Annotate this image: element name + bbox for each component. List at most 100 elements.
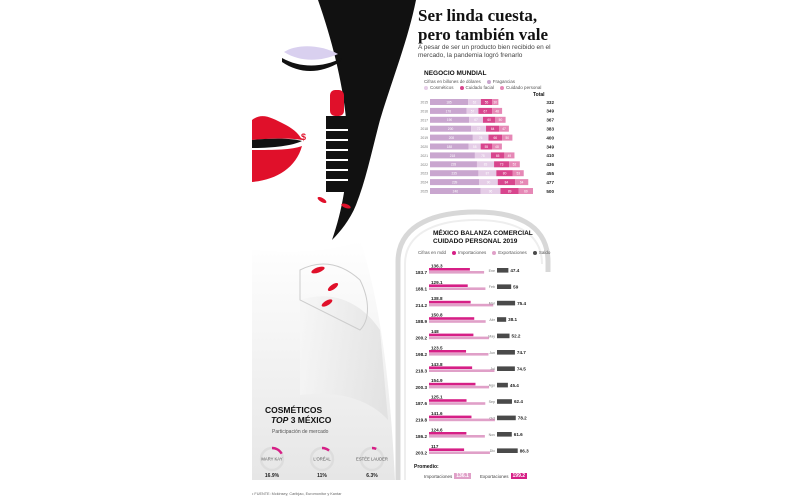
nail-2: [327, 283, 339, 291]
negocio-year-label: 2016: [420, 109, 428, 113]
negocio-bar-segment: [486, 125, 500, 132]
negocio-segment-label: 228: [451, 163, 457, 167]
negocio-segment-label: 67: [474, 118, 478, 122]
donut-share-arc: [359, 446, 385, 472]
saldo-value-label: 47.4: [510, 268, 519, 273]
month-label: Sep: [489, 400, 495, 404]
negocio-total-label: 455: [546, 171, 554, 176]
negocio-year-label: 2022: [420, 163, 428, 167]
negocio-bar-segment: [500, 188, 519, 194]
importaciones-bar: [429, 415, 472, 419]
negocio-bar-segment: [509, 161, 520, 168]
negocio-legend-row-2: Cosméticos Cuidado facial Cuidado person…: [424, 85, 541, 90]
exportaciones-value-label: 203.2: [416, 450, 428, 455]
negocio-total-label: 332: [546, 100, 554, 105]
negocio-bar-segment: [480, 99, 493, 105]
page-title: Ser linda cuesta, pero también vale: [418, 6, 548, 44]
saldo-value-label: 61.6: [514, 432, 523, 437]
importaciones-bar: [429, 317, 475, 320]
nail-4: [317, 196, 327, 204]
negocio-segment-label: 218: [450, 154, 456, 158]
cosmeticos-donuts: MARY KAY 16.9% L'ORÉAL 11% ESTÉE LAUDER 6.3%: [259, 446, 388, 479]
month-label: Oct: [489, 416, 495, 420]
negocio-mundial-chart: 2015 185 62 55 30 332 2016 178 57 67 48 349 2017 190 6…: [420, 99, 554, 194]
lower-lip: [252, 146, 302, 182]
negocio-segment-label: 200: [448, 127, 454, 131]
negocio-total-label: 400: [546, 135, 554, 140]
negocio-bar-segment: [466, 107, 479, 114]
nail-3: [321, 299, 333, 307]
importaciones-bar: [429, 350, 467, 353]
negocio-year-label: 2024: [420, 181, 428, 185]
exportaciones-value-label: 218.3: [416, 368, 428, 373]
negocio-segment-label: 57: [471, 109, 475, 113]
negocio-bar-segment: [472, 134, 489, 141]
negocio-bar-segment: [468, 143, 481, 150]
negocio-bar-segment: [430, 188, 481, 194]
negocio-segment-label: 178: [446, 109, 452, 113]
negocio-year-label: 2021: [420, 154, 428, 158]
exportaciones-value-label: 187.6: [416, 401, 428, 406]
exportaciones-bar: [429, 287, 486, 290]
exportaciones-value-label: 200.2: [416, 336, 428, 341]
saldo-bar: [497, 399, 512, 404]
eyelash-shape: [282, 58, 342, 71]
negocio-segment-label: 52: [513, 163, 517, 167]
negocio-segment-label: 185: [446, 100, 452, 104]
cosmeticos-title: COSMÉTICOS TOP 3 MÉXICO: [265, 405, 332, 425]
promedio-exportaciones-value: 199.2: [510, 473, 528, 479]
negocio-total-label: 477: [546, 180, 554, 185]
importaciones-value-label: 138.8: [431, 296, 443, 301]
saldo-bar: [497, 382, 508, 388]
negocio-segment-label: 78: [481, 154, 485, 158]
negocio-bar-segment: [478, 170, 497, 177]
negocio-bar-segment: [499, 125, 509, 132]
negocio-segment-label: 72: [477, 127, 481, 131]
brand-label: MARY KAY: [261, 457, 282, 462]
negocio-segment-label: 50: [505, 136, 509, 140]
legend-item-cuidado-facial: Cuidado facial: [459, 85, 494, 90]
lipstick-tip: [330, 90, 344, 116]
negocio-bar-segment: [430, 125, 472, 132]
negocio-segment-label: 188: [447, 145, 453, 149]
negocio-segment-label: 84: [505, 181, 509, 185]
negocio-year-label: 2025: [420, 190, 428, 194]
hand-outline: [299, 263, 368, 331]
negocio-bar-segment: [482, 116, 496, 123]
exportaciones-bar: [429, 418, 495, 422]
saldo-value-label: 74.5: [517, 366, 526, 371]
brand-label: ESTÉE LAUDER: [356, 457, 388, 462]
negocio-total-label: 367: [546, 118, 554, 123]
saldo-value-label: 45.4: [510, 383, 519, 388]
negocio-bar-segment: [492, 99, 499, 105]
negocio-bar-segment: [479, 179, 498, 186]
importaciones-value-label: 123.5: [431, 345, 443, 350]
dollar-sign-icon: $: [301, 132, 306, 142]
saldo-bar: [497, 317, 507, 322]
importaciones-value-label: 129.1: [431, 280, 443, 285]
month-label: Jun: [489, 351, 495, 355]
negocio-segment-label: 64: [520, 181, 524, 185]
negocio-bar-segment: [480, 143, 493, 150]
importaciones-value-label: 124.6: [431, 427, 443, 432]
importaciones-bar: [429, 333, 474, 337]
importaciones-bar: [429, 448, 465, 451]
negocio-bar-segment: [495, 116, 506, 123]
saldo-value-label: 86.3: [520, 448, 529, 453]
negocio-total-label: 410: [546, 153, 554, 158]
promedio-importaciones: Importaciones 136.1: [424, 473, 471, 479]
brand-share-label: 11%: [317, 473, 327, 479]
negocio-segment-label: 30: [494, 100, 498, 104]
saldo-value-label: 38.1: [508, 317, 517, 322]
negocio-segment-label: 60: [487, 118, 491, 122]
negocio-bar-segment: [496, 170, 513, 177]
negocio-bar-segment: [469, 116, 483, 123]
negocio-total-label: 349: [546, 144, 554, 149]
exportaciones-value-label: 214.2: [416, 303, 428, 308]
negocio-bar-segment: [430, 152, 475, 159]
donut-share-arc: [309, 446, 335, 472]
negocio-segment-label: 62: [473, 100, 477, 104]
negocio-year-label: 2018: [420, 127, 428, 131]
negocio-segment-label: 83: [484, 163, 488, 167]
